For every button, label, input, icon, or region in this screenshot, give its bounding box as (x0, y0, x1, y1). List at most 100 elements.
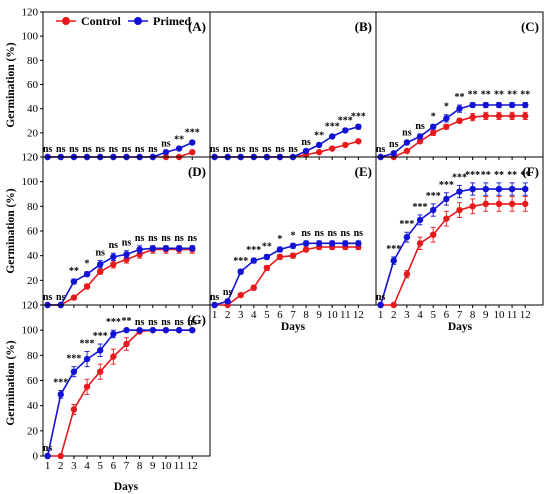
panel-f-significance-label: ** (520, 170, 530, 181)
panel-c-significance-label: * (444, 102, 449, 113)
panel-f-significance-label: *** (452, 172, 467, 183)
panel-g-control-point (110, 353, 117, 360)
panel-f-x-tick-label: 12 (520, 309, 531, 321)
panel-d-significance-label: ** (69, 266, 79, 277)
panel-e-significance-label: ns (341, 228, 351, 239)
panel-c-control-point (508, 112, 516, 120)
panel-e-x-tick-label: 10 (327, 309, 339, 321)
panel-f-x-tick-label: 5 (430, 309, 436, 321)
panel-f-primed-point (508, 185, 516, 193)
panel-g-control-point (83, 383, 91, 390)
panel-f-control-point (469, 203, 476, 210)
panel-f-primed-point (469, 185, 476, 193)
panel-a-y-tick-label: 0 (33, 152, 39, 164)
panel-e-x-tick-label: 1 (212, 309, 218, 321)
panel-c-control-point (456, 117, 463, 124)
panel-a-significance-label: *** (185, 128, 200, 139)
panel-d-significance-label: ns (148, 233, 158, 244)
panel-d-significance-label: ns (122, 238, 132, 249)
panel-g-significance-label: *** (80, 339, 95, 350)
panel-e-x-tick-label: 8 (303, 309, 309, 321)
panel-f-x-tick-label: 3 (404, 309, 410, 321)
panel-g-x-tick-label: 12 (187, 460, 198, 472)
panel-g-y-tick-label: 40 (27, 400, 39, 412)
panel-e-significance-label: ns (354, 228, 364, 239)
panel-b-significance-label: *** (325, 122, 340, 133)
panel-b-significance-label: ** (314, 131, 324, 142)
panel-c-control-point (495, 112, 503, 120)
panel-f-control-point (416, 240, 424, 247)
panel-f-primed-point (390, 257, 397, 264)
panel-c-control-point (482, 112, 489, 120)
panel-f-primed-point (430, 206, 437, 214)
panel-a-y-tick-label: 80 (27, 55, 39, 67)
panel-e-primed-point (329, 240, 336, 247)
panel-d-primed-point (110, 253, 117, 261)
panel-e-control-point (263, 264, 271, 272)
panel-e-primed-point (250, 257, 257, 264)
panel-c-primed-point (482, 101, 489, 109)
panel-f-significance-label: ns (376, 292, 386, 303)
panel-b-primed-point (302, 147, 310, 155)
panel-b-significance-label: ns (288, 144, 298, 155)
panel-f-primed-point (416, 216, 424, 224)
panel-f-control-point (522, 200, 529, 208)
panel-g-control-line (47, 329, 193, 457)
legend-control-marker (62, 17, 70, 25)
panel-e-control-point (276, 253, 284, 261)
panel-e-primed-point (224, 298, 231, 305)
panel-g-primed-point (70, 368, 78, 375)
panel-g-x-tick-label: 5 (97, 460, 103, 472)
panel-f-primed-line (379, 188, 526, 306)
panel-g-significance-label: *** (106, 317, 121, 328)
panel-g-x-tick-label: 3 (71, 460, 77, 472)
panel-c-significance-label: ** (455, 92, 465, 103)
y-axis-label-bottom: Germination (%) (5, 340, 17, 425)
panel-f-significance-label: *** (413, 202, 428, 213)
panel-d-y-tick-label: 60 (27, 226, 39, 238)
panel-a-significance-label: ns (148, 144, 158, 155)
panel-d-significance-label: ns (174, 233, 184, 244)
panel-d-control-point (110, 261, 117, 268)
panel-f-significance-label: *** (439, 180, 454, 191)
panel-e-significance-label: *** (233, 256, 248, 267)
panel-c-significance-label: ** (481, 90, 491, 101)
panel-d-primed-point (175, 245, 183, 252)
panel-d-primed-point (149, 245, 156, 252)
panel-g-primed-point (162, 326, 170, 334)
panel-f-control-point (482, 200, 489, 208)
panel-a-y-tick-label: 20 (27, 127, 39, 139)
panel-c-significance-label: ** (468, 90, 478, 101)
panel-a-significance-label: ns (109, 144, 119, 155)
panel-f-control-point (390, 301, 397, 309)
legend-primed-label: Primed (153, 14, 191, 28)
panel-g-y-tick-label: 0 (33, 451, 39, 463)
panel-d-significance-label: ns (95, 248, 105, 259)
panel-a-significance-label: ns (69, 144, 79, 155)
panel-f-x-tick-label: 2 (391, 309, 397, 321)
panel-b-control-point (315, 148, 323, 156)
panel-g-primed-point (44, 452, 51, 460)
panel-e-label: (E) (355, 164, 372, 179)
panel-e-significance-label: ns (314, 228, 324, 239)
legend-primed-marker (134, 17, 142, 25)
panel-b-significance-label: ns (262, 144, 272, 155)
panel-f-x-tick-label: 4 (417, 309, 423, 321)
panel-f-control-point (456, 206, 463, 214)
panel-g-x-tick-label: 2 (58, 460, 64, 472)
panel-g-x-tick-label: 11 (174, 460, 185, 472)
panel-f-control-point (403, 270, 411, 278)
panel-g-primed-point (123, 326, 130, 334)
panel-a-primed-point (162, 148, 170, 156)
panel-f-significance-label: *** (426, 191, 441, 202)
panel-g-primed-point (83, 355, 91, 363)
panel-g-control-point (123, 340, 130, 348)
panel-d-frame (42, 156, 211, 306)
panel-g-primed-point (149, 326, 156, 334)
panel-f-x-tick-label: 6 (444, 309, 450, 321)
panel-a-primed-point (189, 139, 196, 146)
panel-g-primed-point (110, 330, 117, 338)
